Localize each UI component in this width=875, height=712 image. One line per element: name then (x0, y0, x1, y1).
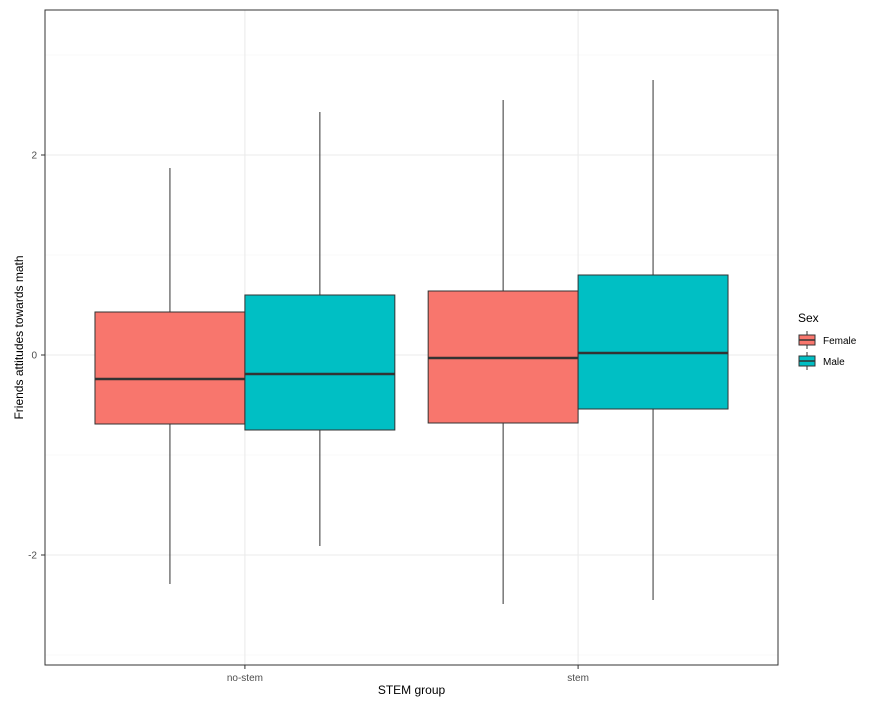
legend-label: Male (823, 357, 845, 368)
legend-items: Female Male (798, 331, 857, 370)
box-body (577, 274, 729, 410)
legend: Sex Female Male (798, 311, 857, 370)
y-tick-label: 0 (31, 351, 37, 362)
box-female-no-stem (94, 168, 246, 584)
y-axis-title: Friends attitudes towards math (12, 255, 26, 419)
box-body (244, 294, 396, 431)
minor-grid (45, 54, 778, 656)
legend-label: Female (823, 336, 857, 347)
legend-item-male: Male (798, 352, 845, 370)
legend-item-female: Female (798, 331, 857, 349)
x-tick-label: no-stem (227, 673, 263, 684)
x-tick-label: stem (567, 673, 589, 684)
legend-title: Sex (798, 311, 819, 325)
y-tick-label: -2 (28, 551, 37, 562)
y-tick-label: 2 (31, 151, 37, 162)
panel-border (44, 9, 779, 666)
x-axis-title: STEM group (378, 683, 446, 697)
box-body (94, 311, 246, 425)
box-male-no-stem (244, 112, 396, 546)
boxes (94, 80, 729, 604)
y-axis-ticks: -2 0 2 (28, 151, 45, 562)
x-axis-ticks: no-stem stem (227, 665, 589, 684)
box-female-stem (427, 100, 579, 604)
box-male-stem (577, 80, 729, 600)
